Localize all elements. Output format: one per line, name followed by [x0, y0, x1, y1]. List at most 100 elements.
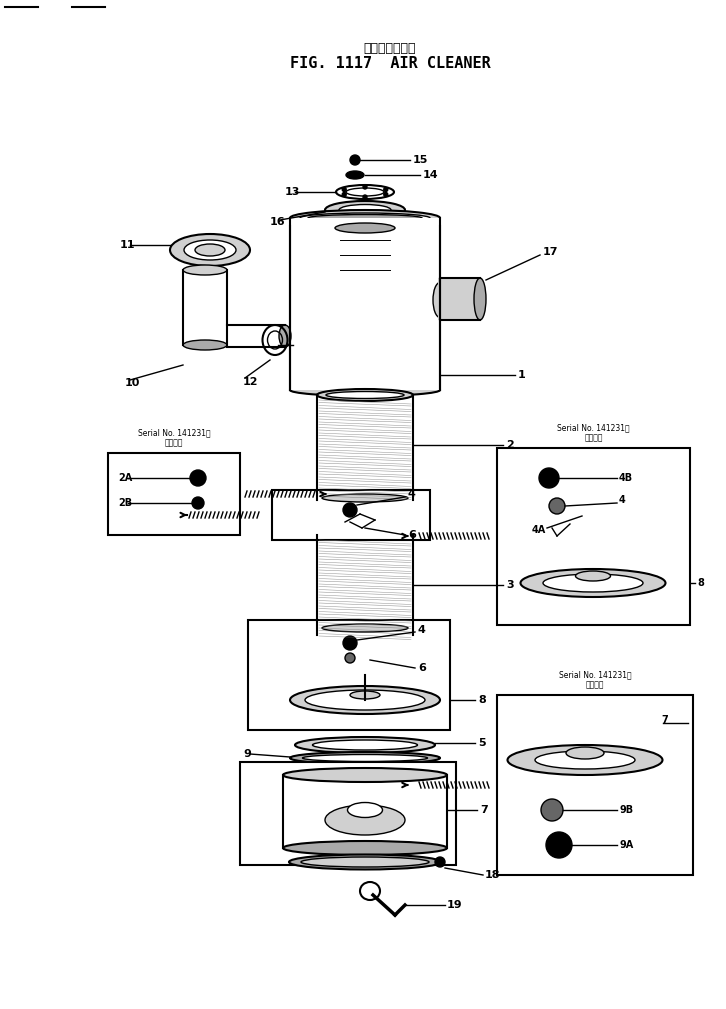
Text: 12: 12	[243, 377, 258, 387]
Ellipse shape	[283, 768, 447, 782]
Circle shape	[546, 832, 572, 858]
Ellipse shape	[290, 210, 440, 226]
Text: 19: 19	[447, 900, 462, 910]
Circle shape	[363, 195, 367, 199]
Text: 8: 8	[697, 578, 704, 588]
Ellipse shape	[322, 494, 408, 502]
Ellipse shape	[566, 747, 604, 759]
Circle shape	[343, 636, 357, 650]
Ellipse shape	[300, 213, 430, 223]
Text: 3: 3	[506, 580, 513, 590]
Ellipse shape	[325, 201, 405, 219]
Bar	[438, 278, 480, 320]
Text: 適用号機: 適用号機	[584, 433, 603, 442]
Ellipse shape	[290, 752, 440, 764]
Ellipse shape	[335, 223, 395, 233]
Text: 1: 1	[518, 370, 526, 380]
Circle shape	[342, 188, 346, 192]
Ellipse shape	[322, 624, 408, 632]
Circle shape	[192, 497, 204, 509]
Text: 6: 6	[418, 663, 426, 673]
Ellipse shape	[339, 205, 391, 216]
Text: 7: 7	[480, 805, 488, 815]
Ellipse shape	[474, 278, 486, 320]
Ellipse shape	[535, 751, 635, 769]
Ellipse shape	[290, 686, 440, 714]
Text: 9: 9	[243, 749, 251, 759]
Ellipse shape	[317, 530, 413, 540]
Text: 9A: 9A	[620, 840, 635, 850]
Circle shape	[350, 155, 360, 165]
Ellipse shape	[290, 384, 440, 396]
Text: 16: 16	[270, 217, 285, 227]
Bar	[290, 218, 440, 390]
Ellipse shape	[301, 857, 429, 867]
Circle shape	[384, 193, 388, 197]
Circle shape	[384, 188, 388, 192]
Ellipse shape	[325, 805, 405, 835]
Text: 7: 7	[661, 715, 668, 725]
Ellipse shape	[350, 691, 380, 699]
Circle shape	[342, 193, 346, 197]
Ellipse shape	[289, 855, 441, 870]
Ellipse shape	[326, 391, 404, 399]
Ellipse shape	[312, 740, 417, 750]
Ellipse shape	[317, 495, 413, 504]
Text: 適用号機: 適用号機	[586, 680, 604, 689]
Ellipse shape	[184, 240, 236, 260]
Ellipse shape	[279, 325, 291, 347]
Text: 10: 10	[125, 378, 140, 388]
Text: 18: 18	[485, 870, 500, 880]
Ellipse shape	[183, 265, 227, 275]
Bar	[108, 453, 240, 535]
Text: 4B: 4B	[619, 473, 633, 483]
Ellipse shape	[521, 569, 666, 597]
Text: 11: 11	[120, 240, 136, 250]
Circle shape	[345, 653, 355, 663]
Ellipse shape	[507, 745, 663, 775]
Ellipse shape	[308, 215, 422, 222]
Ellipse shape	[543, 574, 643, 592]
Text: 8: 8	[478, 695, 486, 705]
Ellipse shape	[303, 755, 428, 762]
Text: 2B: 2B	[118, 498, 132, 508]
Text: 17: 17	[543, 247, 558, 257]
Ellipse shape	[346, 171, 364, 179]
Text: 9B: 9B	[620, 805, 634, 815]
Text: 4: 4	[418, 625, 426, 635]
Ellipse shape	[170, 234, 250, 266]
Text: 2A: 2A	[118, 473, 132, 483]
Circle shape	[343, 503, 357, 517]
Text: Serial No. 141231～: Serial No. 141231～	[138, 428, 211, 437]
Text: 13: 13	[285, 187, 301, 197]
Text: 2: 2	[506, 440, 514, 450]
Text: 適用号機: 適用号機	[165, 438, 183, 447]
Circle shape	[363, 185, 367, 189]
Bar	[497, 448, 690, 625]
Ellipse shape	[348, 802, 383, 817]
Circle shape	[539, 468, 559, 488]
Text: Serial No. 141231～: Serial No. 141231～	[559, 670, 632, 679]
Ellipse shape	[305, 690, 425, 710]
Ellipse shape	[283, 840, 447, 855]
Ellipse shape	[317, 630, 413, 640]
Bar	[497, 695, 693, 875]
Bar	[240, 762, 456, 865]
Circle shape	[435, 857, 445, 867]
Text: 6: 6	[408, 530, 416, 540]
Text: 14: 14	[423, 170, 439, 180]
Ellipse shape	[433, 283, 447, 318]
Ellipse shape	[576, 571, 611, 581]
Bar	[248, 620, 450, 730]
Ellipse shape	[195, 244, 225, 256]
Circle shape	[549, 498, 565, 514]
Ellipse shape	[183, 340, 227, 350]
Bar	[272, 490, 430, 540]
Ellipse shape	[317, 389, 413, 401]
Text: Serial No. 141231～: Serial No. 141231～	[557, 423, 630, 432]
Text: 5: 5	[478, 738, 486, 748]
Text: 4: 4	[407, 489, 415, 499]
Circle shape	[190, 470, 206, 486]
Text: エナークリーナ: エナークリーナ	[364, 41, 416, 54]
Text: FIG. 1117  AIR CLEANER: FIG. 1117 AIR CLEANER	[290, 57, 490, 72]
